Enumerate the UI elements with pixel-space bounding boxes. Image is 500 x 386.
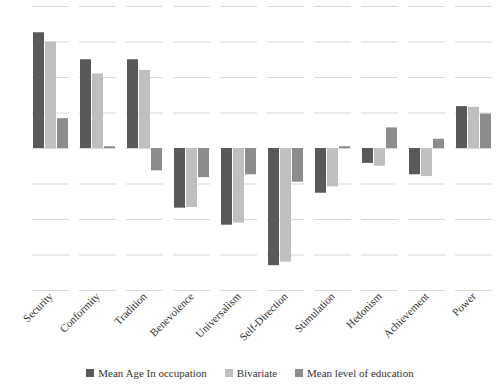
svg-text:Self-Direction: Self-Direction	[237, 290, 290, 343]
svg-text:Stimulation: Stimulation	[292, 290, 337, 335]
svg-text:Tradition: Tradition	[112, 290, 150, 328]
html-text:Mean Age In occupation: Mean Age In occupation	[98, 367, 207, 379]
svg-text:Achievement: Achievement	[381, 290, 431, 340]
svg-text:Conformity: Conformity	[57, 290, 102, 335]
html-text:Mean level of education: Mean level of education	[307, 367, 414, 379]
svg-text:Universalism: Universalism	[193, 290, 243, 340]
svg-text:Security: Security	[20, 290, 55, 325]
svg-text:Benevolence: Benevolence	[147, 290, 196, 339]
html-text:Bivariate: Bivariate	[236, 367, 278, 379]
svg-text:Power: Power	[450, 290, 479, 319]
svg-text:Hedonism: Hedonism	[343, 290, 384, 331]
